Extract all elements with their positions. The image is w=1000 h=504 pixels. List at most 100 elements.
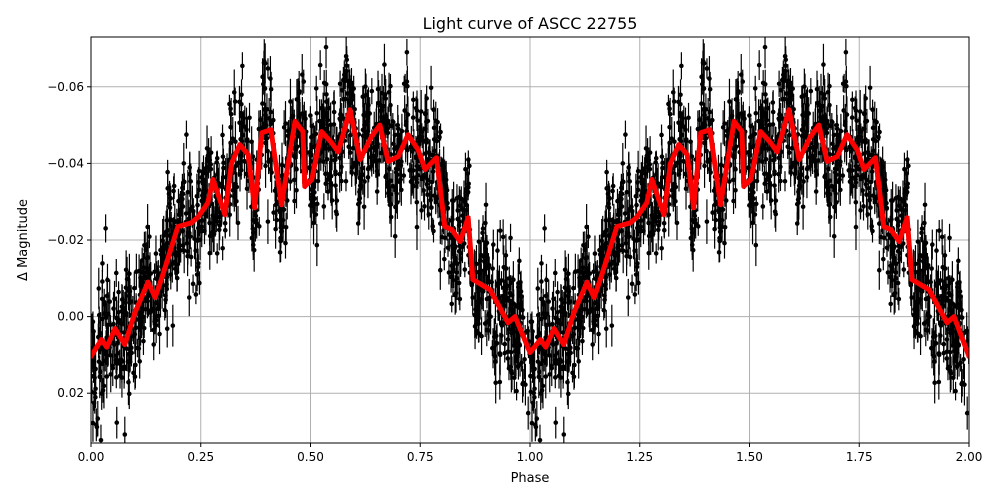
data-point [163, 293, 168, 298]
data-point [890, 267, 895, 272]
data-point [616, 243, 621, 248]
data-point [487, 314, 492, 319]
data-point [809, 89, 814, 94]
data-point [937, 353, 942, 358]
data-point [176, 199, 181, 204]
data-point [542, 226, 547, 231]
data-point [593, 318, 598, 323]
data-point [195, 203, 200, 208]
data-point [636, 281, 641, 286]
data-point [423, 111, 428, 116]
data-point [184, 132, 189, 137]
data-point [409, 179, 414, 184]
data-point [913, 262, 918, 267]
data-point [318, 63, 323, 68]
data-point [251, 230, 256, 235]
data-point [197, 281, 202, 286]
data-point [862, 151, 867, 156]
data-point [934, 341, 939, 346]
data-point [380, 108, 385, 113]
data-point [280, 163, 285, 168]
data-point [916, 239, 921, 244]
data-point [561, 367, 566, 372]
data-point [365, 114, 370, 119]
data-point [754, 111, 759, 116]
data-point [300, 72, 305, 77]
data-point [710, 210, 715, 215]
data-point [333, 172, 338, 177]
data-point [376, 87, 381, 92]
data-point [654, 251, 659, 256]
data-point [401, 173, 406, 178]
data-point [411, 184, 416, 189]
data-point [298, 112, 303, 117]
data-point [122, 367, 127, 372]
data-point [498, 228, 503, 233]
data-point [801, 179, 806, 184]
data-point [850, 184, 855, 189]
data-point [444, 183, 449, 188]
data-point [315, 111, 320, 116]
data-point [805, 175, 810, 180]
data-point [239, 111, 244, 116]
data-point [215, 172, 220, 177]
data-point [271, 210, 276, 215]
data-point [316, 179, 321, 184]
data-point [357, 200, 362, 205]
data-point [764, 157, 769, 162]
data-point [926, 279, 931, 284]
data-point [160, 238, 165, 243]
data-point [458, 203, 463, 208]
data-point [157, 332, 162, 337]
data-point [929, 266, 934, 271]
data-point [470, 295, 475, 300]
data-point [164, 230, 169, 235]
data-point [453, 293, 458, 298]
data-point [455, 217, 460, 222]
data-point [314, 212, 319, 217]
data-point [757, 63, 762, 68]
data-point [719, 163, 724, 168]
data-point [245, 186, 250, 191]
data-point [684, 186, 689, 191]
data-point [699, 101, 704, 106]
data-point [463, 267, 468, 272]
data-point [821, 62, 826, 67]
data-point [909, 295, 914, 300]
data-point [266, 66, 271, 71]
data-point [361, 113, 366, 118]
data-point [193, 248, 198, 253]
data-point [118, 374, 123, 379]
data-point [377, 158, 382, 163]
data-point [519, 360, 524, 365]
data-point [596, 332, 601, 337]
data-point [383, 96, 388, 101]
data-point [776, 172, 781, 177]
data-point [906, 164, 911, 169]
data-point [683, 127, 688, 132]
data-point [175, 219, 180, 224]
data-point [362, 179, 367, 184]
data-point [521, 315, 526, 320]
data-point [705, 66, 710, 71]
data-point [534, 416, 539, 421]
data-point [565, 380, 570, 385]
data-point [722, 241, 727, 246]
data-point [539, 297, 544, 302]
data-point [234, 199, 239, 204]
data-point [230, 136, 235, 141]
data-point [337, 172, 342, 177]
data-point [97, 359, 102, 364]
data-point [242, 116, 247, 121]
data-point [425, 182, 430, 187]
data-point [955, 364, 960, 369]
data-point [960, 315, 965, 320]
data-point [308, 113, 313, 118]
data-point [171, 323, 176, 328]
data-point [476, 289, 481, 294]
data-point [509, 331, 514, 336]
data-point [207, 251, 212, 256]
data-point [415, 108, 420, 113]
data-point [420, 135, 425, 140]
data-point [310, 124, 315, 129]
